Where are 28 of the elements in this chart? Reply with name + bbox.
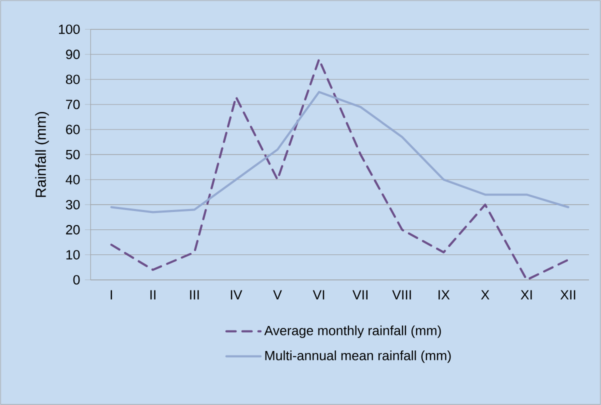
y-tick-label: 40 [66,174,80,184]
x-tick-label: II [150,290,156,300]
x-tick-label: XII [560,290,576,300]
legend-label: Average monthly rainfall (mm) [264,325,441,338]
y-axis-title: Rainfall (mm) [35,112,49,197]
x-tick-label: IX [438,290,450,300]
y-tick-label: 80 [66,74,80,84]
line-series [110,90,570,214]
y-tick-label: 0 [73,275,80,284]
y-tick-label: 70 [66,100,80,110]
y-tick-label: 30 [66,200,80,210]
x-tick-label: VII [352,290,368,300]
line-series [110,58,570,280]
y-tick-label: 20 [66,224,80,234]
legend-label: Multi-annual mean rainfall (mm) [265,350,451,363]
y-tick-label: 60 [66,124,80,134]
x-tick-label: I [110,290,112,300]
x-tick-label: V [273,290,282,300]
x-tick-label: X [481,290,490,300]
x-tick-label: XI [520,290,532,300]
y-tick-label: 10 [66,250,80,260]
y-tick-label: 100 [59,24,80,34]
x-tick-label: IV [230,290,242,300]
x-tick-label: VIII [392,290,411,300]
y-tick-label: 90 [66,50,80,60]
x-tick-label: VI [312,290,324,300]
y-tick-label: 50 [66,150,80,160]
x-tick-label: III [190,290,199,300]
